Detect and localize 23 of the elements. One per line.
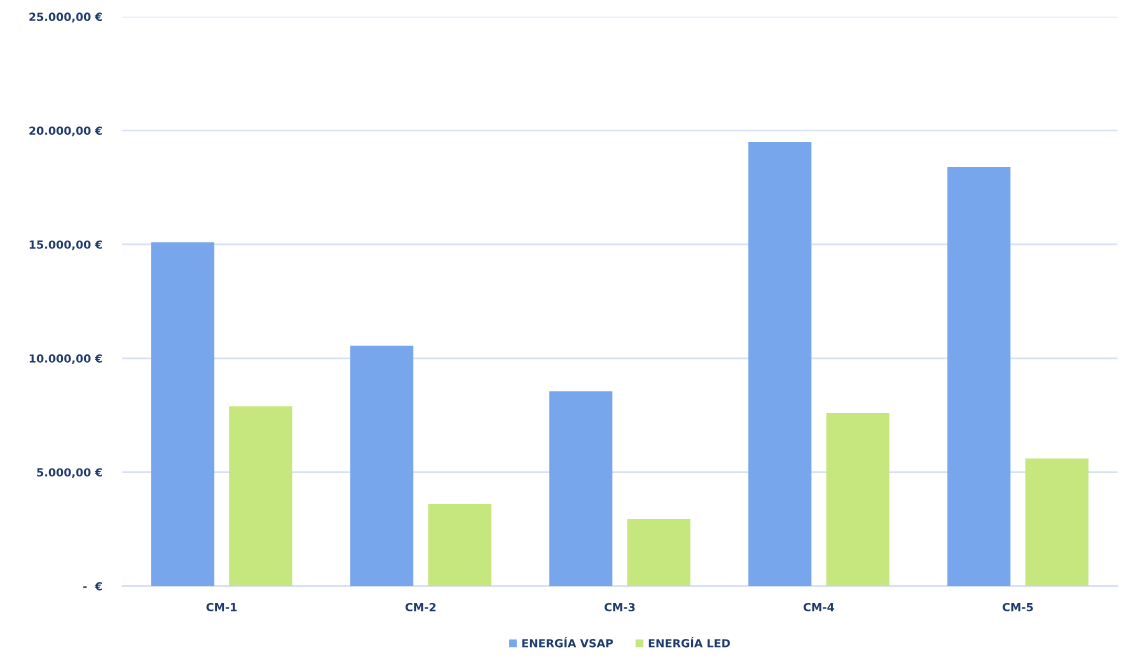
y-tick-label: 5.000,00 € (37, 468, 102, 478)
bar (748, 141, 812, 587)
bar (1025, 458, 1089, 587)
x-tick-label: CM-4 (803, 602, 835, 612)
bar (549, 391, 613, 587)
x-tick-label: CM-3 (604, 602, 635, 612)
bar (229, 406, 293, 587)
bar (627, 518, 691, 587)
y-tick-label: 10.000,00 € (29, 354, 102, 365)
x-tick-label: CM-5 (1002, 602, 1033, 612)
bar (151, 242, 215, 587)
legend-label: ENERGÍA LED (648, 636, 730, 648)
y-tick-label: 25.000,00 € (29, 12, 102, 23)
bar (428, 504, 492, 587)
x-tick-label: CM-2 (405, 602, 436, 612)
y-tick-label: 15.000,00 € (29, 240, 102, 251)
bar (947, 166, 1011, 587)
y-tick-label: 20.000,00 € (29, 126, 102, 137)
bar (350, 345, 414, 587)
y-tick-label: - € (83, 582, 102, 591)
x-tick-label: CM-1 (206, 602, 237, 612)
legend-label: ENERGÍA VSAP (522, 636, 613, 648)
bar (826, 412, 890, 587)
